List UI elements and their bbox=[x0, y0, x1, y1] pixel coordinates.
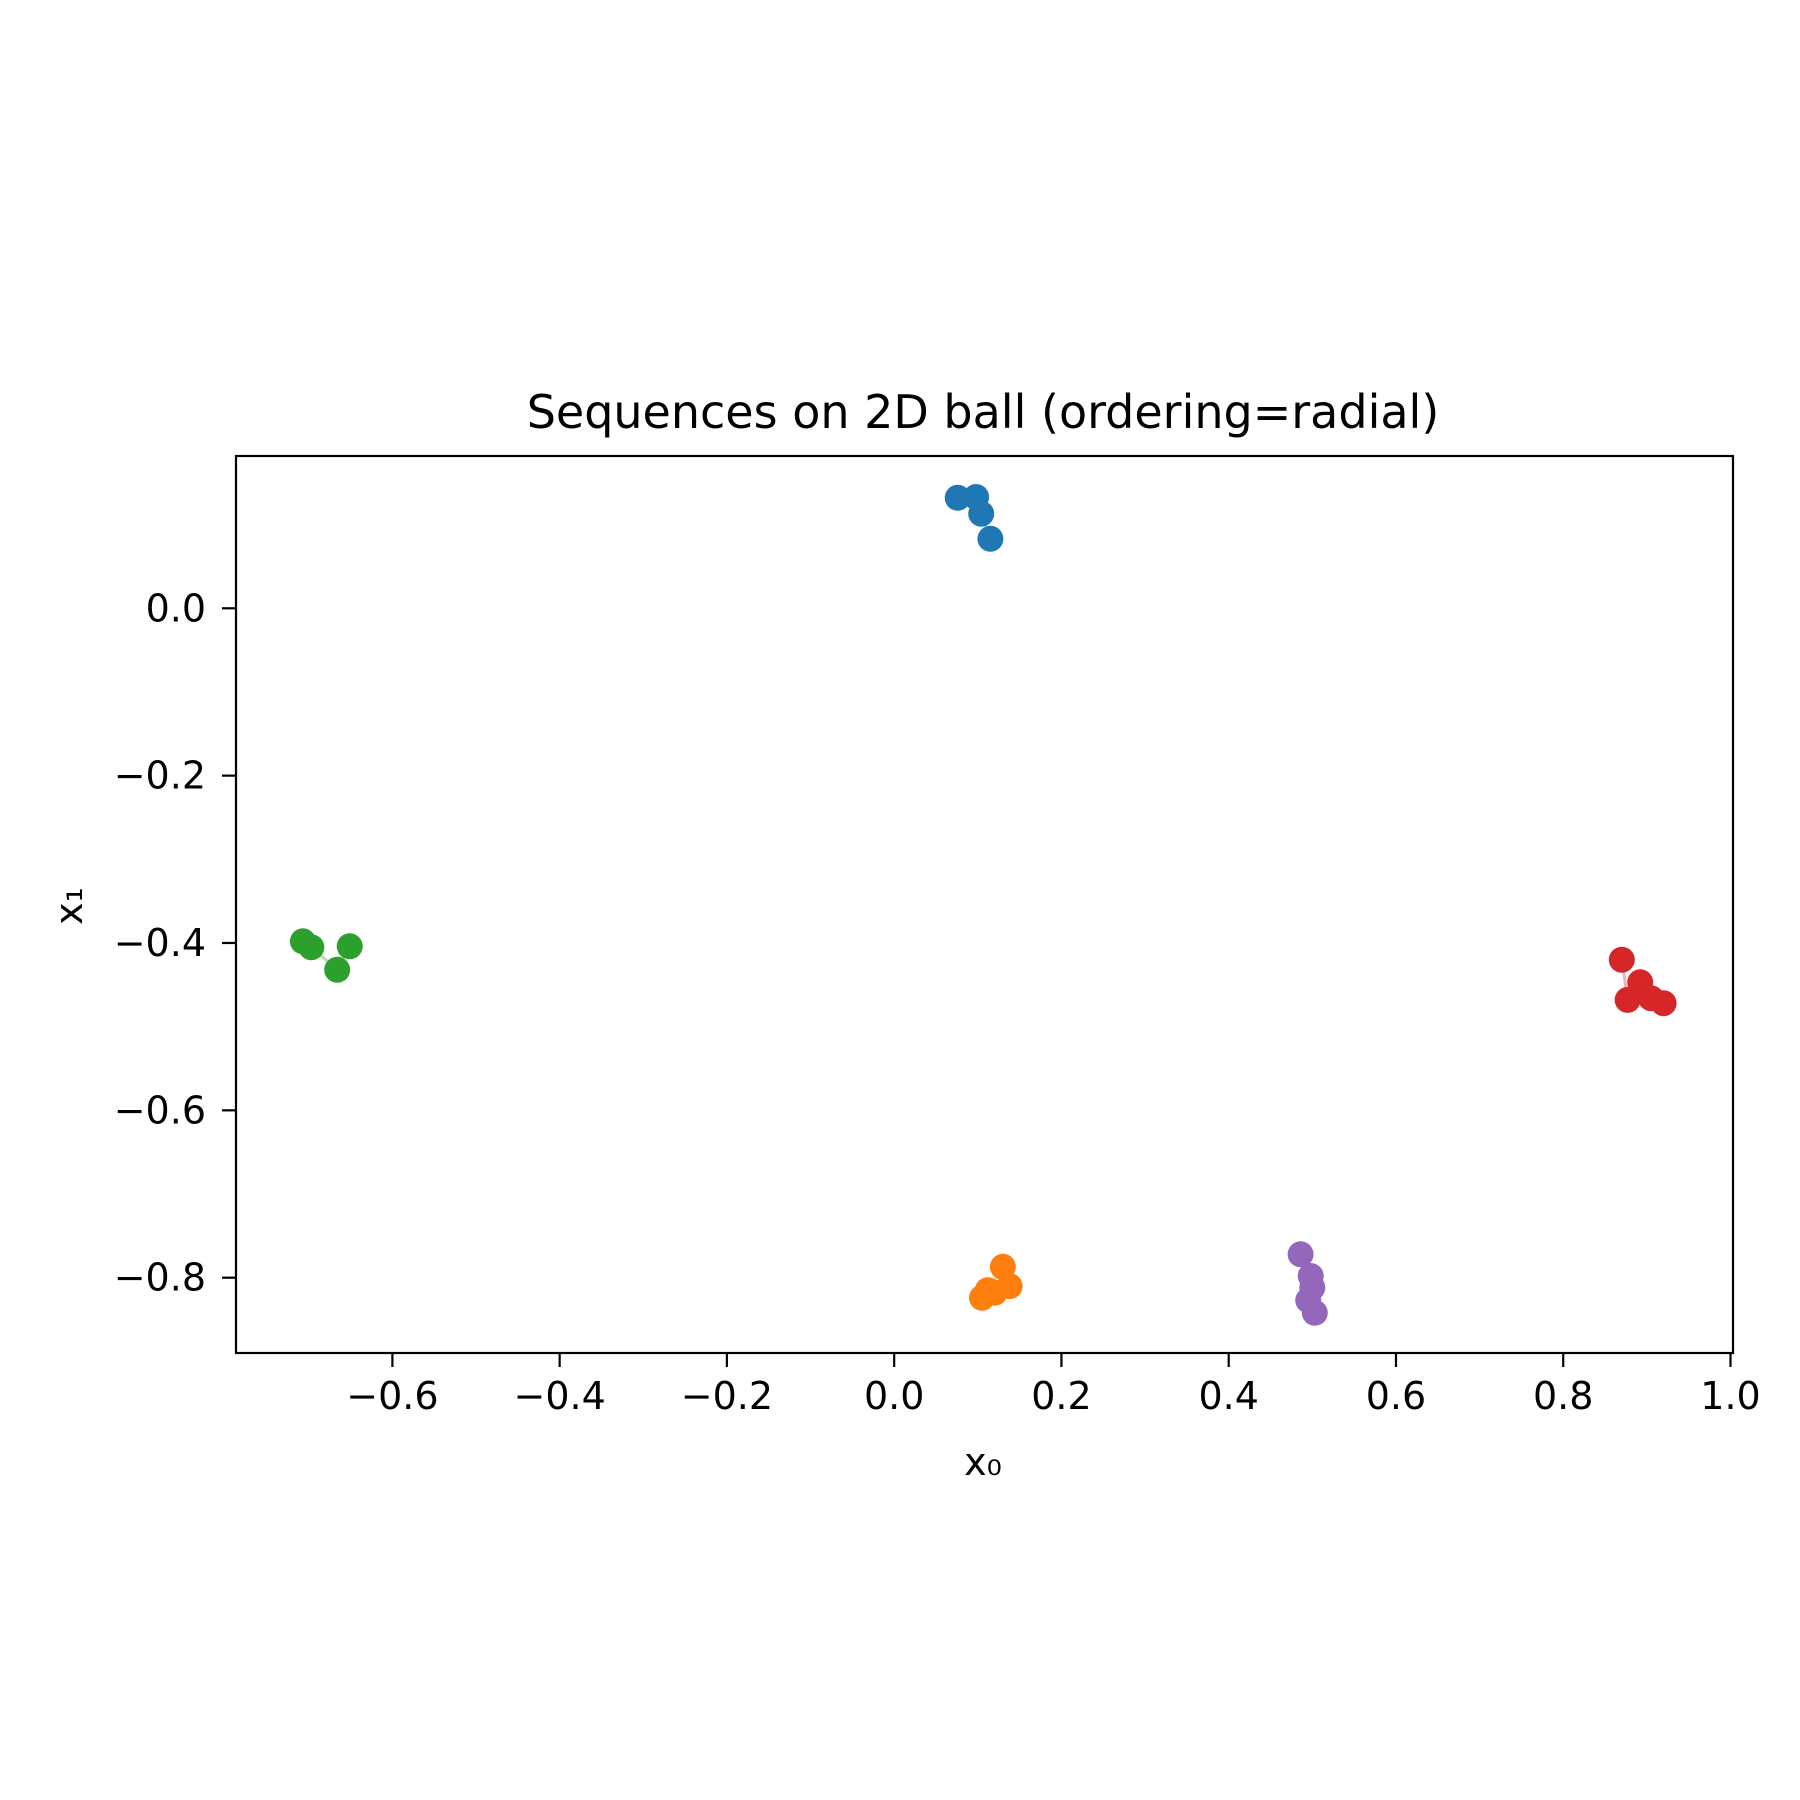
series-2-point-3 bbox=[336, 933, 363, 960]
series-2-point-1 bbox=[298, 934, 325, 961]
series-0 bbox=[944, 484, 1004, 552]
x-tick-label-8: 1.0 bbox=[1700, 1374, 1760, 1418]
series-layer bbox=[289, 484, 1677, 1326]
y-tick-label-3: −0.6 bbox=[114, 1088, 206, 1132]
y-axis-ticks: 0.0 −0.2 −0.4 −0.6 −0.8 bbox=[114, 586, 236, 1300]
series-0-point-2 bbox=[968, 500, 995, 527]
x-tick-label-4: 0.2 bbox=[1031, 1374, 1091, 1418]
x-axis-ticks: −0.6 −0.4 −0.2 0.0 0.2 0.4 0.6 0.8 1.0 bbox=[346, 1353, 1761, 1418]
series-2 bbox=[289, 928, 363, 983]
x-axis-label: x₀ bbox=[964, 1440, 1002, 1484]
x-tick-label-0: −0.6 bbox=[346, 1374, 438, 1418]
x-tick-label-5: 0.4 bbox=[1198, 1374, 1258, 1418]
series-0-point-3 bbox=[977, 525, 1004, 552]
series-2-point-2 bbox=[324, 956, 351, 983]
y-tick-label-2: −0.4 bbox=[114, 921, 206, 965]
x-tick-label-7: 0.8 bbox=[1533, 1374, 1593, 1418]
series-4 bbox=[1287, 1241, 1328, 1326]
y-axis-label: x₁ bbox=[47, 887, 91, 925]
y-tick-label-4: −0.8 bbox=[114, 1256, 206, 1300]
x-tick-label-1: −0.4 bbox=[514, 1374, 606, 1418]
series-4-point-4 bbox=[1301, 1299, 1328, 1326]
chart-title: Sequences on 2D ball (ordering=radial) bbox=[527, 385, 1440, 439]
series-3-point-4 bbox=[1650, 990, 1677, 1017]
series-1 bbox=[969, 1253, 1023, 1311]
x-tick-label-2: −0.2 bbox=[681, 1374, 773, 1418]
x-tick-label-6: 0.6 bbox=[1366, 1374, 1426, 1418]
y-tick-label-1: −0.2 bbox=[114, 754, 206, 798]
series-4-point-0 bbox=[1287, 1241, 1314, 1268]
plot-area-frame bbox=[234, 454, 1735, 1355]
series-3 bbox=[1608, 946, 1677, 1017]
x-tick-label-3: 0.0 bbox=[864, 1374, 924, 1418]
series-3-point-0 bbox=[1608, 946, 1635, 973]
series-0-point-0 bbox=[944, 484, 971, 511]
y-tick-label-0: 0.0 bbox=[146, 586, 206, 630]
series-1-point-4 bbox=[981, 1279, 1008, 1306]
